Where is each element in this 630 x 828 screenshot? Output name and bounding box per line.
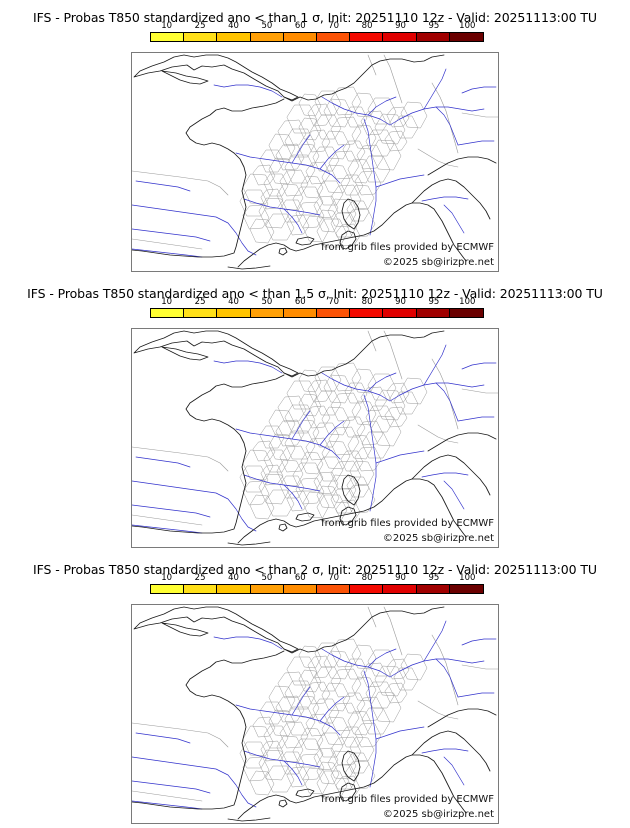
colorbar-tick-label: 95 (428, 21, 440, 31)
country-boundaries (132, 54, 498, 250)
colorbar-tick-label: 25 (194, 297, 206, 307)
colorbar-tick-label: 100 (459, 297, 476, 307)
colorbar-tick-label: 90 (395, 21, 406, 31)
colorbar-tick-label: 40 (228, 297, 239, 307)
colorbar-segment (184, 585, 218, 593)
colorbar-segment (316, 309, 351, 317)
colorbar-segment (151, 309, 185, 317)
colorbar-tick-label: 70 (328, 21, 340, 31)
colorbar-tick-label: 60 (294, 21, 306, 31)
colorbar-segment (416, 585, 450, 593)
colorbar-tick-label: 25 (194, 21, 206, 31)
map-canvas[interactable]: from grib files provided by ECMWF ©2025 … (131, 328, 499, 548)
colorbar-tick-label: 60 (294, 297, 306, 307)
rivers (132, 344, 497, 534)
colorbar-segment (217, 33, 251, 41)
coastlines (132, 330, 497, 546)
colorbar-segment (350, 33, 384, 41)
map-geometry (132, 605, 498, 823)
map-panel: IFS - Probas T850 standardized ano < tha… (0, 552, 630, 828)
credit-source: from grib files provided by ECMWF (321, 242, 494, 253)
colorbar: 10 25 40 50 60 70 80 90 95 100 (150, 21, 484, 42)
colorbar: 10 25 40 50 60 70 80 90 95 100 (150, 573, 484, 594)
colorbar-segment (217, 309, 251, 317)
coastlines (132, 606, 497, 822)
colorbar-segment (416, 309, 450, 317)
colorbar: 10 25 40 50 60 70 80 90 95 100 (150, 297, 484, 318)
colorbar-tick-label: 80 (361, 573, 373, 583)
colorbar-tick-label: 40 (228, 21, 239, 31)
map-panel: IFS - Probas T850 standardized ano < tha… (0, 0, 630, 276)
colorbar-tick-label: 50 (261, 573, 273, 583)
coastlines (132, 54, 497, 270)
colorbar-tick-label: 70 (328, 573, 340, 583)
colorbar-tick-label: 10 (161, 21, 173, 31)
map-geometry (132, 53, 498, 271)
colorbar-segment (383, 309, 417, 317)
map-canvas[interactable]: from grib files provided by ECMWF ©2025 … (131, 52, 499, 272)
colorbar-ticks: 10 25 40 50 60 70 80 90 95 100 (150, 297, 484, 308)
credit-copyright: ©2025 sb@irizpre.net (382, 533, 494, 544)
colorbar-segment (250, 585, 284, 593)
colorbar-segment (250, 309, 284, 317)
map-geometry (132, 329, 498, 547)
colorbar-segment (449, 33, 483, 41)
credit-source: from grib files provided by ECMWF (321, 794, 494, 805)
rivers (132, 68, 497, 258)
map-panel: IFS - Probas T850 standardized ano < tha… (0, 276, 630, 552)
colorbar-ticks: 10 25 40 50 60 70 80 90 95 100 (150, 573, 484, 584)
colorbar-tick-label: 10 (161, 297, 173, 307)
colorbar-segment (283, 585, 317, 593)
colorbar-segment (151, 585, 185, 593)
credit-copyright: ©2025 sb@irizpre.net (382, 257, 494, 268)
colorbar-tick-label: 90 (395, 297, 406, 307)
colorbar-segment (184, 309, 218, 317)
colorbar-tick-label: 40 (228, 573, 239, 583)
colorbar-segment (383, 585, 417, 593)
colorbar-tick-label: 10 (161, 573, 173, 583)
colorbar-bar (150, 584, 484, 594)
colorbar-segment (283, 33, 317, 41)
credit-copyright: ©2025 sb@irizpre.net (382, 809, 494, 820)
colorbar-tick-label: 100 (459, 21, 476, 31)
panel-title: IFS - Probas T850 standardized ano < tha… (33, 562, 597, 577)
colorbar-segment (350, 585, 384, 593)
colorbar-tick-label: 50 (261, 297, 273, 307)
map-canvas[interactable]: from grib files provided by ECMWF ©2025 … (131, 604, 499, 824)
colorbar-segment (283, 309, 317, 317)
colorbar-segment (316, 585, 351, 593)
colorbar-tick-label: 25 (194, 573, 206, 583)
colorbar-tick-label: 80 (361, 297, 373, 307)
colorbar-bar (150, 32, 484, 42)
rivers (132, 620, 497, 810)
colorbar-segment (151, 33, 185, 41)
colorbar-segment (449, 585, 483, 593)
panel-title: IFS - Probas T850 standardized ano < tha… (27, 286, 603, 301)
colorbar-segment (350, 309, 384, 317)
colorbar-segment (383, 33, 417, 41)
colorbar-segment (416, 33, 450, 41)
colorbar-tick-label: 70 (328, 297, 340, 307)
admin-boundaries (239, 638, 428, 800)
colorbar-tick-label: 50 (261, 21, 273, 31)
credit-source: from grib files provided by ECMWF (321, 518, 494, 529)
colorbar-ticks: 10 25 40 50 60 70 80 90 95 100 (150, 21, 484, 32)
colorbar-bar (150, 308, 484, 318)
colorbar-tick-label: 95 (428, 573, 440, 583)
country-boundaries (132, 606, 498, 802)
colorbar-segment (184, 33, 218, 41)
colorbar-segment (250, 33, 284, 41)
colorbar-tick-label: 95 (428, 297, 440, 307)
panel-title: IFS - Probas T850 standardized ano < tha… (33, 10, 597, 25)
admin-boundaries (239, 86, 428, 248)
admin-boundaries (239, 362, 428, 524)
colorbar-segment (449, 309, 483, 317)
colorbar-tick-label: 60 (294, 573, 306, 583)
colorbar-tick-label: 80 (361, 21, 373, 31)
colorbar-segment (316, 33, 351, 41)
colorbar-tick-label: 100 (459, 573, 476, 583)
colorbar-tick-label: 90 (395, 573, 406, 583)
colorbar-segment (217, 585, 251, 593)
